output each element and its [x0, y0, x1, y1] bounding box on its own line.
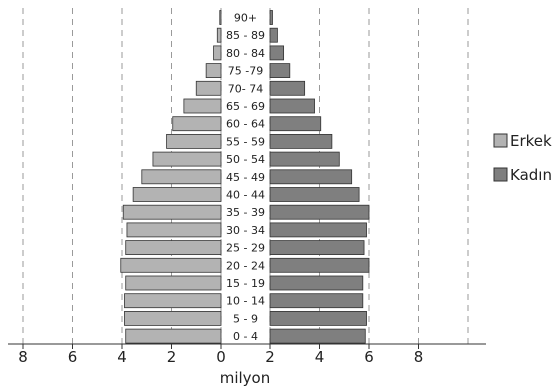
bar-kadin [269, 116, 322, 132]
x-tick-labels: 8 6 4 2 0 2 4 6 8 [18, 348, 423, 366]
age-group-label: 35 - 39 [226, 206, 265, 219]
x-tick-label: 4 [117, 348, 127, 366]
bar-erkek [216, 27, 222, 43]
bar-kadin [269, 98, 315, 114]
x-axis [8, 343, 486, 349]
bar-kadin [269, 133, 333, 149]
bar-erkek [120, 257, 222, 273]
x-tick-label: 6 [68, 348, 78, 366]
bars [120, 10, 370, 344]
age-group-label: 0 - 4 [233, 330, 258, 343]
legend-swatch-kadin [493, 167, 508, 182]
x-tick-label: 8 [18, 348, 28, 366]
bar-erkek [205, 63, 222, 78]
bar-kadin [269, 240, 365, 256]
bar-erkek [124, 310, 222, 326]
age-group-label: 40 - 44 [226, 189, 265, 202]
age-group-label: 5 - 9 [233, 312, 258, 325]
bar-kadin [269, 204, 370, 220]
age-group-label: 85 - 89 [226, 29, 265, 42]
bar-erkek [125, 240, 222, 256]
bar-erkek [219, 10, 222, 25]
bar-kadin [269, 45, 285, 61]
bar-erkek [124, 293, 222, 309]
bar-kadin [269, 80, 306, 96]
age-group-label: 30 - 34 [226, 224, 265, 237]
bar-kadin [269, 222, 367, 238]
age-group-label: 45 - 49 [226, 171, 265, 184]
bar-erkek [141, 169, 222, 185]
x-tick-label: 6 [364, 348, 374, 366]
age-group-label: 10 - 14 [226, 295, 265, 308]
bar-kadin [269, 293, 364, 309]
bar-erkek [126, 222, 222, 238]
legend-label-erkek: Erkek [510, 132, 552, 150]
bar-erkek [172, 116, 222, 132]
legend-swatch-erkek [493, 133, 508, 148]
bar-kadin [269, 63, 291, 78]
bar-kadin [269, 10, 273, 25]
x-tick-label: 2 [265, 348, 275, 366]
x-tick-label: 8 [414, 348, 424, 366]
age-group-label: 25 - 29 [226, 242, 265, 255]
age-group-label: 55 - 59 [226, 135, 265, 148]
age-group-label: 15 - 19 [226, 277, 265, 290]
bar-erkek [132, 187, 222, 202]
x-tick-label: 2 [167, 348, 177, 366]
bar-kadin [269, 257, 370, 273]
bar-erkek [152, 151, 222, 167]
age-group-label: 50 - 54 [226, 153, 265, 166]
bar-erkek [125, 328, 222, 344]
age-group-label: 65 - 69 [226, 100, 265, 113]
bar-kadin [269, 328, 366, 344]
bar-erkek [125, 275, 222, 291]
bar-erkek [195, 80, 222, 96]
x-tick-label: 4 [315, 348, 325, 366]
age-group-label: 70- 74 [228, 82, 263, 95]
bar-kadin [269, 187, 360, 202]
age-labels: 90+ 85 - 89 80 - 84 75 -79 70- 74 65 - 69 60 -… [226, 12, 265, 344]
age-group-label: 75 -79 [228, 65, 263, 78]
bar-kadin [269, 310, 367, 326]
legend: Erkek Kadın [493, 132, 552, 184]
bar-erkek [183, 98, 222, 114]
bar-kadin [269, 27, 278, 43]
age-group-label: 90+ [234, 12, 257, 25]
bar-erkek [166, 133, 222, 149]
age-group-label: 60 - 64 [226, 118, 265, 131]
bar-erkek [122, 204, 222, 220]
bar-kadin [269, 169, 353, 185]
age-group-label: 80 - 84 [226, 47, 265, 60]
x-axis-title: milyon [220, 369, 271, 387]
age-group-label: 20 - 24 [226, 259, 265, 272]
legend-label-kadin: Kadın [510, 166, 552, 184]
bar-kadin [269, 151, 340, 167]
bar-kadin [269, 275, 364, 291]
bar-erkek [213, 45, 222, 61]
x-tick-label: 0 [216, 348, 226, 366]
